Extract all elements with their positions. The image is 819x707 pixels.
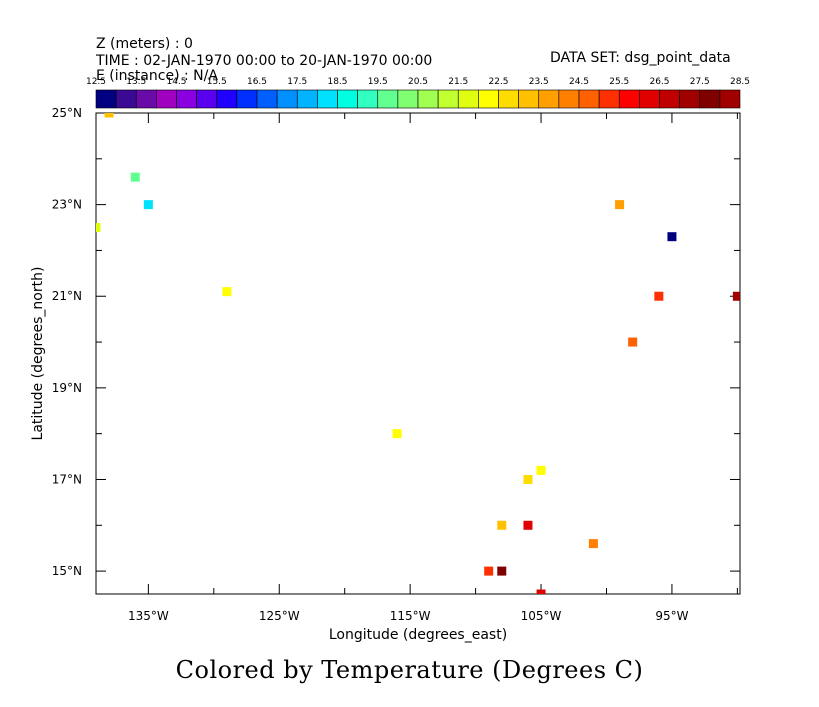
plot-frame xyxy=(95,112,741,595)
colorbar-swatch xyxy=(357,89,379,109)
data-point xyxy=(667,232,677,242)
colorbar-swatch xyxy=(478,89,499,109)
data-points xyxy=(96,113,740,594)
y-tick-label: 19°N xyxy=(52,381,82,395)
y-tick-label: 25°N xyxy=(52,106,82,120)
colorbar-swatch xyxy=(176,89,197,109)
colorbar-swatch xyxy=(216,89,238,109)
colorbar-tick-label: 18.5 xyxy=(327,77,347,87)
colorbar-tick-label: 16.5 xyxy=(247,77,267,87)
time-range-label: TIME : 02-JAN-1970 00:00 to 20-JAN-1970 … xyxy=(96,53,433,69)
colorbar-swatch xyxy=(236,89,258,109)
colorbar-swatch xyxy=(95,89,117,109)
colorbar-swatch xyxy=(719,89,741,109)
y-tick-label: 15°N xyxy=(52,564,82,578)
colorbar-swatch xyxy=(598,89,620,109)
colorbar-tick-label: 23.5 xyxy=(529,77,549,87)
colorbar-tick-label: 24.5 xyxy=(569,77,589,87)
colorbar-tick-label: 27.5 xyxy=(690,77,710,87)
colorbar-tick-label: 15.5 xyxy=(207,77,227,87)
colorbar-swatch xyxy=(679,89,701,109)
y-tick-label: 23°N xyxy=(52,198,82,212)
data-point xyxy=(628,337,638,347)
data-point xyxy=(484,566,494,576)
data-point xyxy=(536,589,546,594)
data-point xyxy=(523,520,533,530)
colorbar-swatch xyxy=(397,89,419,109)
data-point xyxy=(536,465,546,475)
data-point xyxy=(523,474,533,484)
colorbar-swatch xyxy=(518,89,540,109)
data-point xyxy=(104,113,114,118)
data-point xyxy=(222,287,232,297)
colorbar-tick-label: 17.5 xyxy=(287,77,307,87)
data-point xyxy=(392,429,402,439)
colorbar-swatch xyxy=(156,89,177,109)
x-axis-label: Longitude (degrees_east) xyxy=(329,627,507,643)
colorbar-swatch xyxy=(457,89,479,109)
colorbar-swatch xyxy=(317,89,338,109)
plot-caption: Colored by Temperature (Degrees C) xyxy=(175,656,644,684)
dataset-label: DATA SET: dsg_point_data xyxy=(550,50,731,66)
x-tick-label: 105°W xyxy=(521,609,562,623)
colorbar-swatch xyxy=(538,89,560,109)
colorbar-swatch xyxy=(558,89,580,109)
y-tick-label: 17°N xyxy=(52,472,82,486)
colorbar-swatch xyxy=(578,89,600,109)
colorbar-tick-label: 22.5 xyxy=(488,77,508,87)
data-point xyxy=(143,200,153,210)
x-tick-label: 135°W xyxy=(128,609,169,623)
colorbar-swatch xyxy=(498,89,519,109)
x-tick-label: 125°W xyxy=(259,609,300,623)
x-tick-label: 115°W xyxy=(390,609,431,623)
colorbar-swatch xyxy=(417,89,439,109)
data-point xyxy=(732,291,740,301)
colorbar-swatch xyxy=(337,89,358,109)
y-tick-label: 21°N xyxy=(52,289,82,303)
data-point xyxy=(497,566,507,576)
y-axis-label: Latitude (degrees_north) xyxy=(30,267,46,441)
colorbar-tick-label: 13.5 xyxy=(126,77,146,87)
colorbar-tick-label: 28.5 xyxy=(730,77,750,87)
colorbar-tick-label: 20.5 xyxy=(408,77,428,87)
colorbar-swatch xyxy=(296,89,318,109)
colorbar-tick-label: 21.5 xyxy=(448,77,468,87)
data-point xyxy=(130,172,140,182)
colorbar-tick-label: 14.5 xyxy=(166,77,186,87)
z-label: Z (meters) : 0 xyxy=(96,36,193,52)
data-point xyxy=(588,539,598,549)
colorbar-swatch xyxy=(618,89,640,109)
colorbar-swatch xyxy=(196,89,218,109)
colorbar-swatch xyxy=(115,89,137,109)
data-point xyxy=(654,291,664,301)
colorbar-tick-label: 19.5 xyxy=(368,77,388,87)
data-point xyxy=(96,223,101,233)
data-point xyxy=(497,520,507,530)
colorbar-swatch xyxy=(639,89,660,109)
x-tick-label: 95°W xyxy=(655,609,688,623)
colorbar-swatch xyxy=(276,89,298,109)
colorbar-swatch xyxy=(256,89,278,109)
instance-label: E (instance) : N/A xyxy=(96,68,218,84)
data-point xyxy=(615,200,625,210)
colorbar-tick-label: 12.5 xyxy=(86,77,106,87)
colorbar-swatch xyxy=(377,89,399,109)
colorbar-tick-label: 26.5 xyxy=(649,77,669,87)
colorbar-swatch xyxy=(659,89,680,109)
colorbar-swatch xyxy=(135,89,157,109)
colorbar-swatch xyxy=(437,89,459,109)
colorbar-tick-label: 25.5 xyxy=(609,77,629,87)
colorbar-swatch xyxy=(699,89,721,109)
